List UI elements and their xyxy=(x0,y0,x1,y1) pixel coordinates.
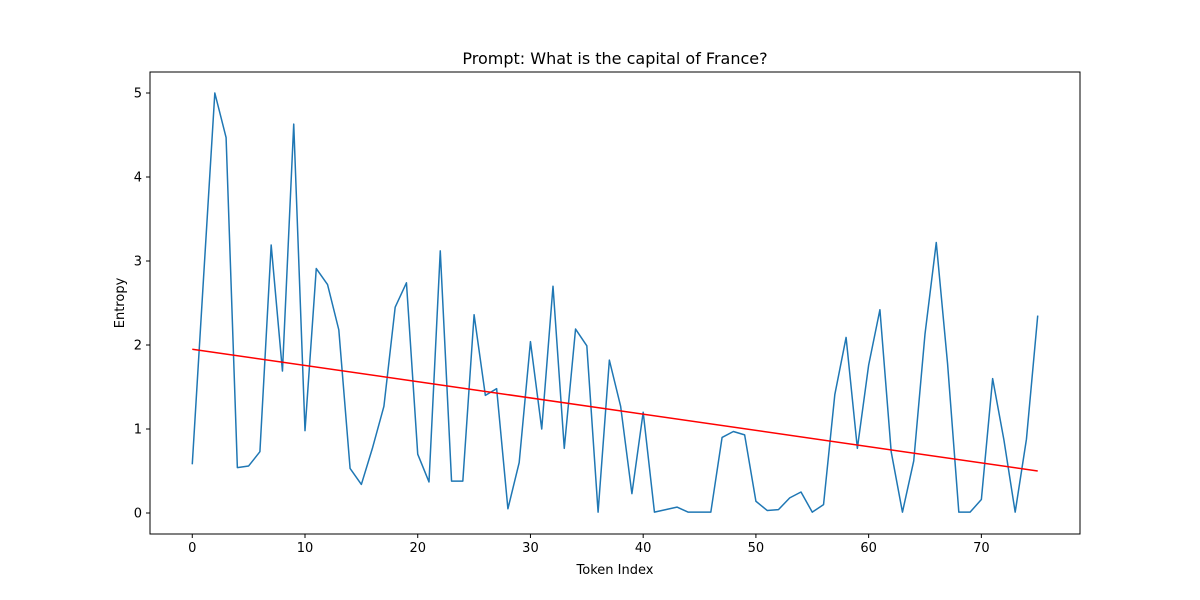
x-axis-label: Token Index xyxy=(576,563,654,578)
x-tick-label: 50 xyxy=(748,541,765,556)
y-tick-label: 4 xyxy=(134,171,142,186)
y-axis-ticks: 0 1 2 3 4 5 xyxy=(134,87,150,522)
y-tick-label: 0 xyxy=(134,507,142,522)
x-tick-label: 10 xyxy=(297,541,314,556)
x-tick-label: 60 xyxy=(860,541,877,556)
x-tick-label: 40 xyxy=(635,541,652,556)
trend-line xyxy=(192,348,1038,472)
x-tick-label: 70 xyxy=(973,541,990,556)
y-axis-label: Entropy xyxy=(113,277,128,328)
chart-title: Prompt: What is the capital of France? xyxy=(462,49,767,68)
y-tick-label: 2 xyxy=(134,339,142,354)
entropy-series-line xyxy=(191,92,1039,513)
plot-area xyxy=(191,92,1039,513)
x-tick-label: 30 xyxy=(522,541,539,556)
y-tick-label: 1 xyxy=(134,423,142,438)
y-tick-label: 5 xyxy=(134,87,142,102)
x-tick-label: 0 xyxy=(188,541,196,556)
x-axis-ticks: 0 10 20 30 40 50 60 70 xyxy=(188,534,990,556)
y-tick-label: 3 xyxy=(134,255,142,270)
axes-frame xyxy=(149,71,1081,535)
x-tick-label: 20 xyxy=(409,541,426,556)
